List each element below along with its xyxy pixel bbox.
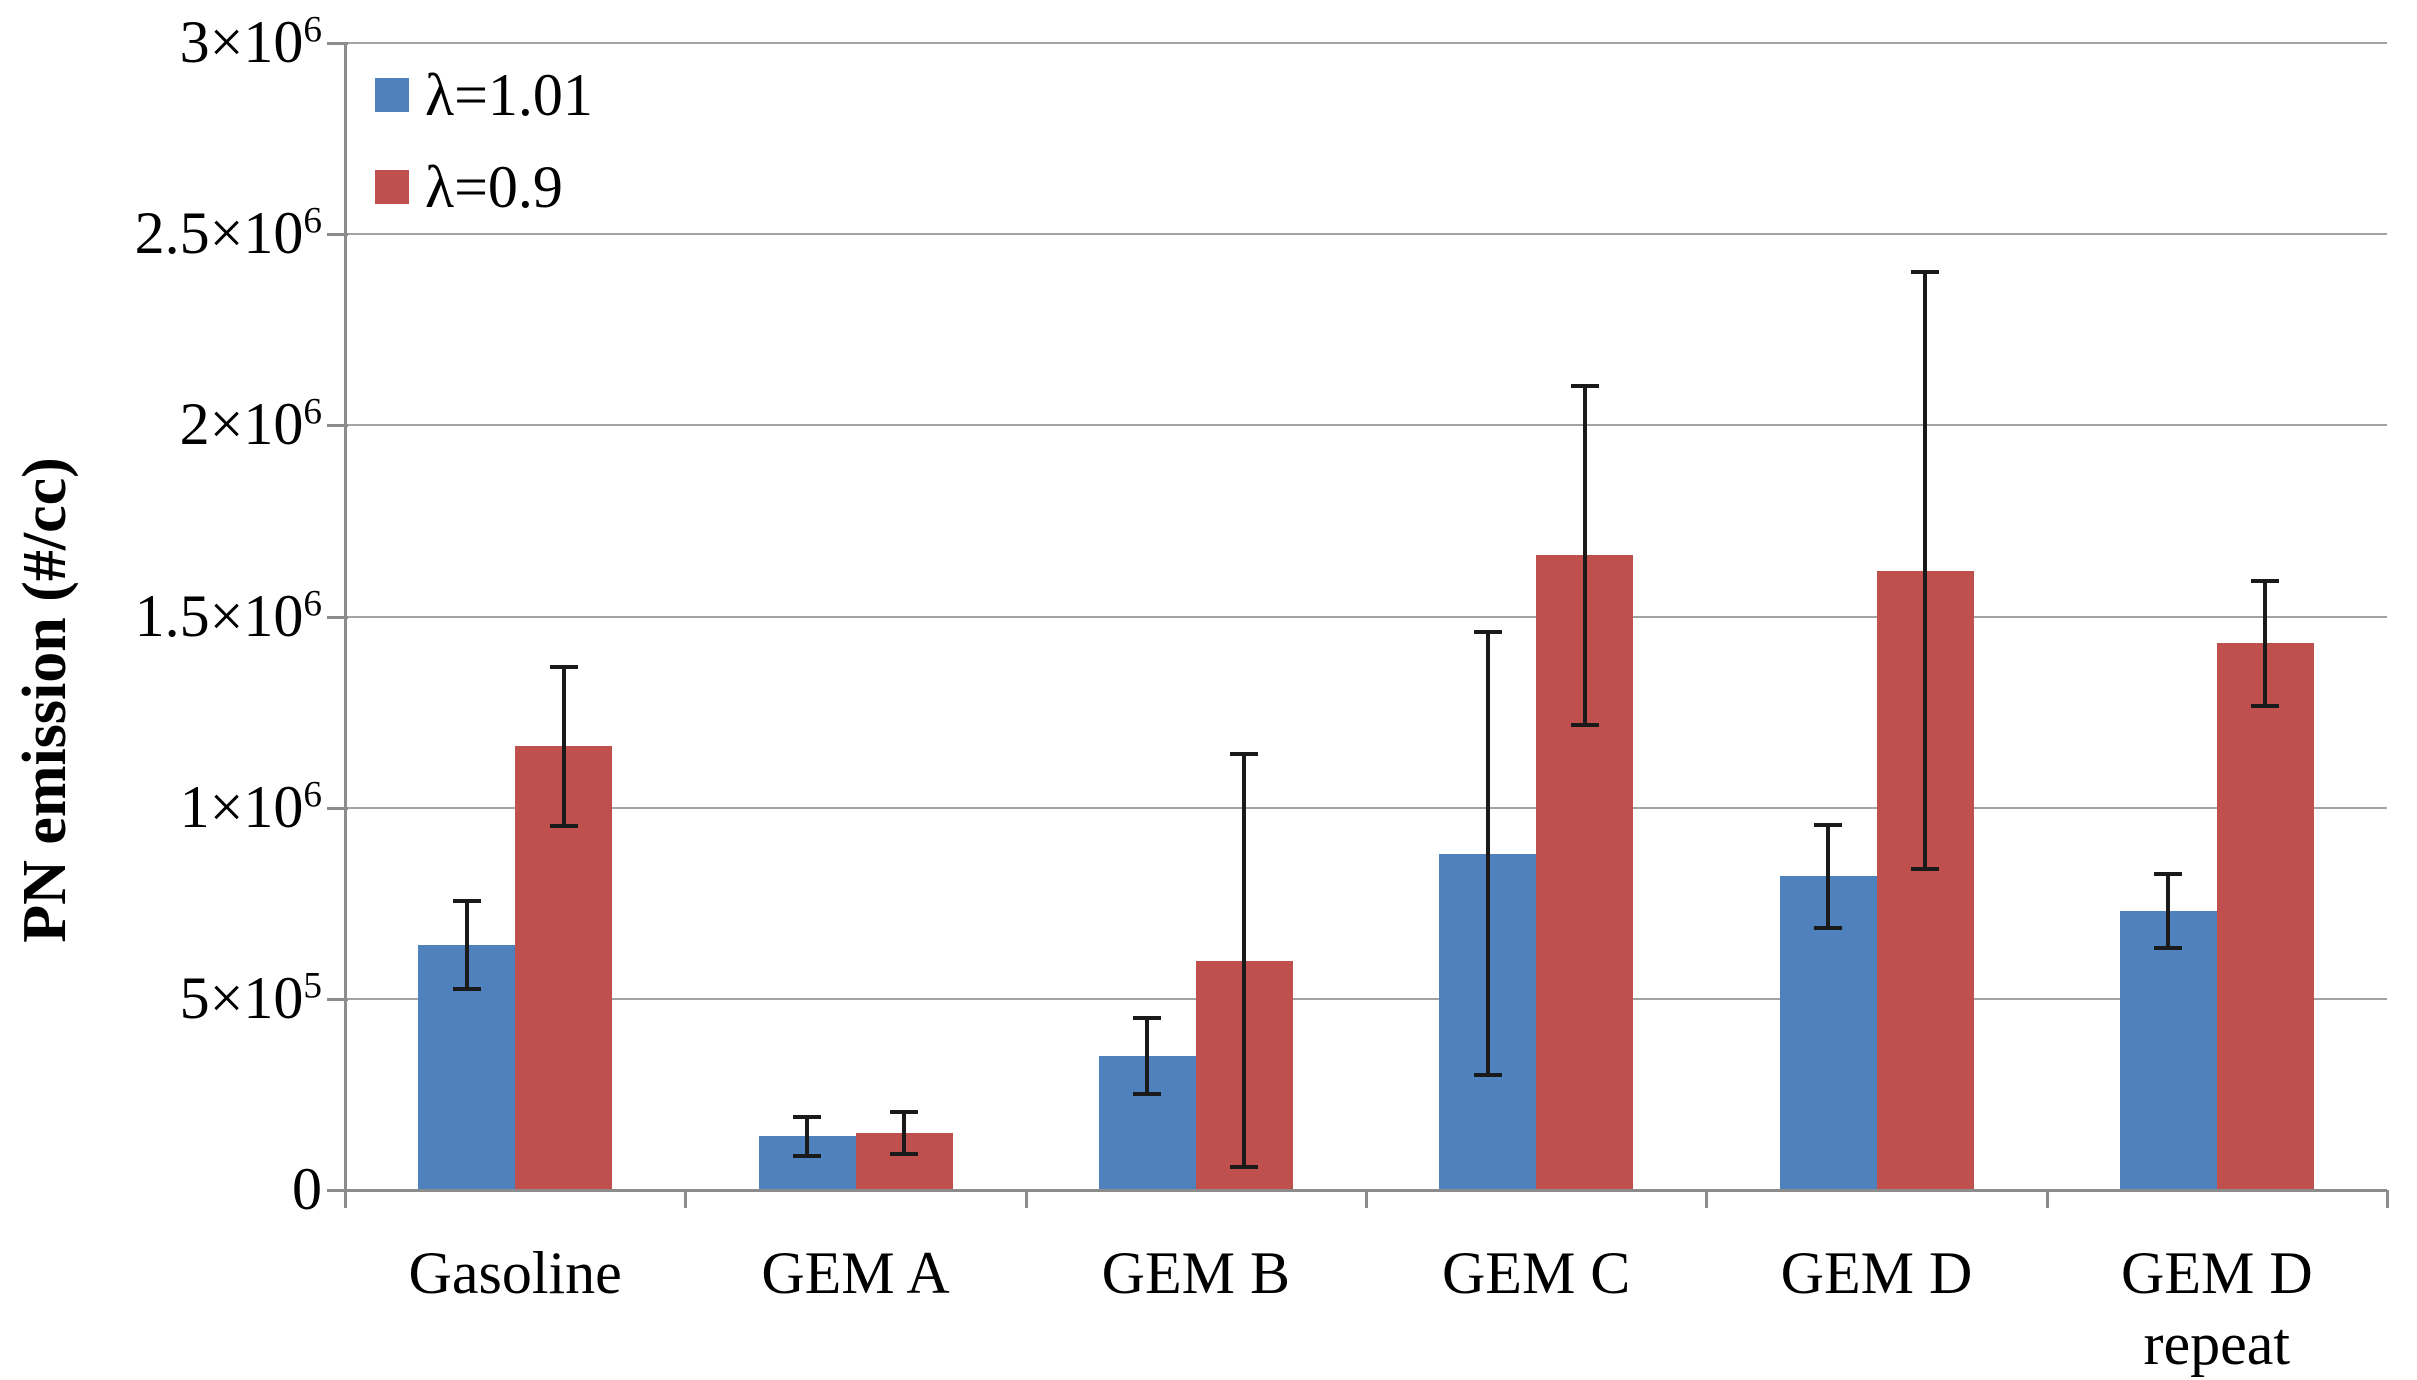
gridline — [345, 424, 2387, 427]
y-axis-line — [344, 43, 347, 1208]
x-tick-label-gem-c: GEM C — [1441, 1240, 1631, 1306]
error-bar-gem-d-repeat-1.01-cap-top — [2154, 871, 2183, 876]
y-tick-label: 2.5×106 — [134, 200, 322, 267]
legend-swatch-icon — [375, 170, 409, 204]
error-bar-gem-a-0.9 — [902, 1111, 906, 1154]
error-bar-gem-c-1.01 — [1485, 631, 1490, 1076]
error-bar-gem-d-repeat-0.9-cap-top — [2251, 578, 2280, 583]
y-tick-label: 0 — [292, 1155, 322, 1222]
error-bar-gem-c-0.9-cap-bottom — [1570, 722, 1599, 727]
error-bar-gem-c-1.01-cap-top — [1473, 629, 1502, 634]
error-bar-gasoline-1.01 — [464, 901, 469, 990]
y-tick-mark — [327, 997, 348, 1001]
error-bar-gasoline-1.01-cap-top — [452, 899, 481, 904]
error-bar-gem-b-1.01-cap-bottom — [1133, 1092, 1162, 1097]
y-tick-exponent: 6 — [303, 391, 322, 433]
error-bar-gem-b-0.9 — [1242, 754, 1247, 1168]
x-tick-mark — [2045, 1190, 2049, 1208]
x-tick-mark — [1705, 1190, 1709, 1208]
x-tick-label-gem-a: GEM A — [761, 1240, 950, 1306]
y-tick-mark — [327, 424, 348, 428]
error-bar-gem-a-0.9-cap-top — [890, 1109, 918, 1114]
y-tick-label: 5×105 — [179, 964, 322, 1031]
gridline — [345, 615, 2387, 618]
x-tick-label-gasoline: Gasoline — [408, 1240, 622, 1306]
y-tick-exponent: 6 — [303, 200, 322, 242]
x-tick-mark — [2386, 1190, 2389, 1208]
gridline — [345, 997, 2387, 1000]
bar-gem-d-repeat-1.01 — [2119, 910, 2217, 1190]
y-tick-exponent: 5 — [303, 965, 322, 1007]
x-tick-label-gem-d-repeat: GEM D repeat — [2120, 1240, 2313, 1377]
error-bar-gem-b-1.01 — [1145, 1017, 1150, 1095]
error-bar-gem-a-1.01-cap-top — [793, 1115, 821, 1120]
error-bar-gem-a-1.01-cap-bottom — [793, 1153, 821, 1158]
y-tick-mark — [327, 615, 348, 619]
y-tick-exponent: 6 — [303, 583, 322, 625]
x-tick-mark — [1365, 1190, 1368, 1208]
y-axis-title: PN emission (#/cc) — [11, 457, 79, 943]
error-bar-gem-d-repeat-1.01-cap-bottom — [2154, 945, 2183, 950]
error-bar-gem-d-repeat-0.9 — [2263, 580, 2268, 706]
error-bar-gem-d-1.01-cap-bottom — [1814, 926, 1842, 931]
legend-swatch-icon — [375, 78, 409, 112]
y-tick-mark — [327, 42, 348, 45]
error-bar-gem-d-repeat-0.9-cap-bottom — [2251, 703, 2280, 708]
error-bar-gem-d-0.9 — [1923, 272, 1927, 869]
error-bar-gem-d-0.9-cap-top — [1911, 270, 1939, 275]
error-bar-gasoline-0.9 — [561, 666, 566, 826]
error-bar-gem-d-repeat-1.01 — [2166, 873, 2171, 948]
y-tick-label: 3×106 — [179, 9, 322, 76]
error-bar-gasoline-0.9-cap-bottom — [549, 824, 578, 829]
gridline — [345, 233, 2387, 236]
y-tick-label: 2×106 — [179, 391, 322, 458]
y-tick-mark — [327, 806, 348, 810]
x-tick-mark — [684, 1190, 688, 1208]
y-tick-label: 1.5×106 — [134, 582, 322, 649]
error-bar-gem-a-1.01 — [805, 1117, 809, 1156]
x-tick-mark — [1024, 1190, 1028, 1208]
error-bar-gem-d-0.9-cap-bottom — [1911, 866, 1939, 871]
error-bar-gem-c-0.9-cap-top — [1570, 383, 1599, 388]
x-tick-label-gem-d: GEM D — [1780, 1240, 1973, 1306]
x-axis-line — [327, 1189, 2387, 1192]
y-tick-mark — [327, 233, 348, 237]
y-tick-exponent: 6 — [303, 774, 322, 816]
error-bar-gasoline-0.9-cap-top — [549, 664, 578, 669]
error-bar-gem-c-1.01-cap-bottom — [1473, 1073, 1502, 1078]
y-tick-exponent: 6 — [303, 9, 322, 51]
y-tick-label: 1×106 — [179, 773, 322, 840]
error-bar-gem-b-1.01-cap-top — [1133, 1015, 1162, 1020]
legend-label: λ=0.9 — [425, 154, 563, 220]
error-bar-gem-a-0.9-cap-bottom — [890, 1151, 918, 1156]
error-bar-gem-d-1.01-cap-top — [1814, 822, 1842, 827]
bar-gem-d-repeat-0.9 — [2216, 643, 2314, 1190]
error-bar-gasoline-1.01-cap-bottom — [452, 987, 481, 992]
error-bar-gem-d-1.01 — [1826, 824, 1830, 929]
error-bar-gem-b-0.9-cap-top — [1230, 752, 1259, 757]
error-bar-gem-c-0.9 — [1582, 385, 1587, 725]
gridline — [345, 42, 2387, 44]
legend-label: λ=1.01 — [425, 62, 593, 128]
x-tick-label-gem-b: GEM B — [1101, 1240, 1290, 1306]
gridline — [345, 806, 2387, 809]
error-bar-gem-b-0.9-cap-bottom — [1230, 1165, 1259, 1170]
